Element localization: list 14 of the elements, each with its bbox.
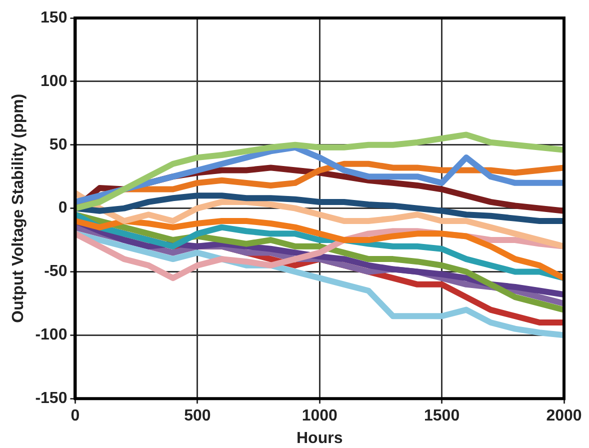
y-tick-label: -100 bbox=[35, 326, 68, 344]
y-tick-label: 100 bbox=[40, 72, 68, 90]
y-tick-label: -150 bbox=[35, 390, 68, 408]
x-tick-label: 500 bbox=[184, 408, 211, 425]
y-tick-label: 150 bbox=[40, 9, 68, 26]
x-tick-label: 1500 bbox=[424, 408, 460, 425]
y-tick-label: 0 bbox=[58, 200, 68, 217]
x-axis-title: Hours bbox=[296, 430, 343, 447]
y-tick-label: 50 bbox=[49, 136, 68, 154]
x-tick-label: 1000 bbox=[302, 408, 338, 425]
y-tick-label: -50 bbox=[44, 263, 68, 280]
x-tick-label: 2000 bbox=[546, 408, 582, 425]
x-tick-label: 0 bbox=[70, 408, 80, 425]
y-axis-title: Output Voltage Stability (ppm) bbox=[10, 94, 28, 323]
